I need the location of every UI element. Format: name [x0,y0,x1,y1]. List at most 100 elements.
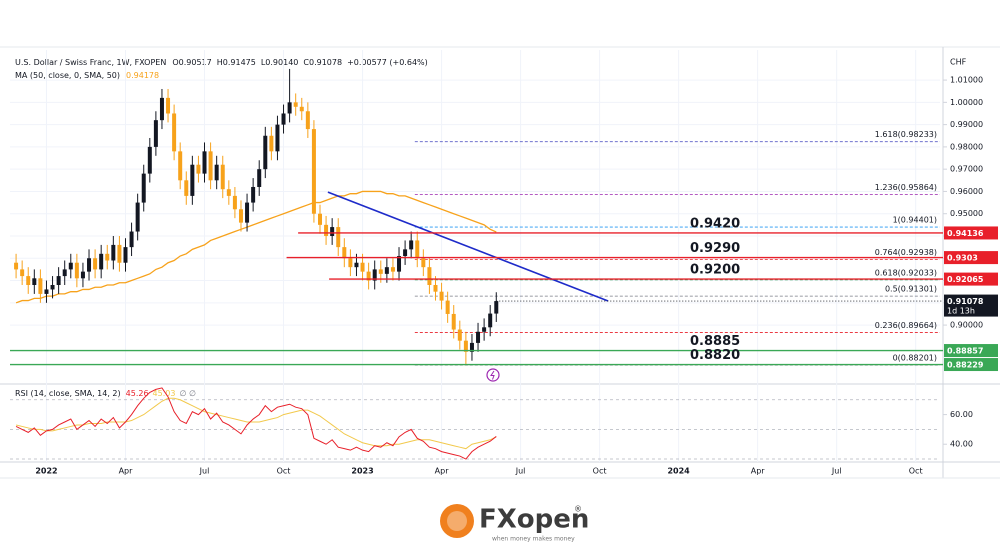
level-tag-label: 0.94136 [947,229,984,238]
candle-body [14,262,19,270]
rsi-ma-line [15,397,497,450]
ma-legend: MA (50, close, 0, SMA, 50) 0.94178 [15,71,159,80]
fib-label: 1.236(0.95864) [875,183,937,192]
candle-body [32,278,37,285]
ohlc-close: C0.91078 [303,58,342,67]
grid [10,50,940,462]
candle-body [50,284,55,290]
candle-body [390,267,395,272]
ma-line [15,190,497,304]
level-tag-label: 0.92065 [947,275,984,284]
trendline [327,191,609,302]
candle-body [111,244,116,261]
y-tick-label: 0.99000 [950,120,983,129]
y-tick-label: 1.01000 [950,76,983,85]
candle-body [245,202,250,223]
candle-body [336,227,341,248]
candle-body [80,271,85,279]
candle-body [232,195,237,210]
candle-body [427,267,432,285]
level-tag-label: 0.9303 [947,254,978,263]
ohlc-low: L0.90140 [261,58,299,67]
x-tick-label: 2023 [351,467,373,476]
candle-body [257,169,262,187]
logo-brand: FXopen [479,505,589,535]
level-tag [944,226,998,240]
symbol-title: U.S. Dollar / Swiss Franc, 1W, FXOPEN [15,58,166,67]
candle-body [74,262,79,279]
logo-mark: ® [574,505,582,514]
rsi-y-tick-label: 40.00 [950,440,973,449]
candle-body [56,276,61,285]
candle-body [372,269,377,281]
candle-body [251,186,256,203]
candle-body [190,164,195,196]
current-price-tag [944,294,998,317]
y-tick-label: 0.96000 [950,187,983,196]
candle-body [135,202,140,232]
level-label: 0.9290 [690,241,740,256]
x-tick-label: Oct [593,467,607,476]
candle-body [153,120,158,147]
ma-title: MA (50, close, 0, SMA, 50) [15,71,120,80]
x-tick-label: 2024 [667,467,690,476]
candle-body [488,313,493,328]
level-label: 0.9420 [690,216,740,231]
candle-body [220,164,225,190]
ma-value: 0.94178 [126,71,159,80]
symbol-legend: U.S. Dollar / Swiss Franc, 1W, FXOPEN O0.… [15,58,428,67]
event-icon[interactable] [486,368,500,382]
candle-body [318,213,322,225]
candle-body [421,258,426,268]
candle-body [384,267,389,274]
ohlc-change: +0.00577 (+0.64%) [347,58,428,67]
candle-body [129,231,134,248]
candle-body [281,113,286,125]
rsi-ma-value: 45.03 [153,389,176,398]
candle-body [93,258,98,270]
candle-body [457,329,462,341]
candle-body [238,209,243,223]
x-tick-label: 2022 [35,467,57,476]
candle-body [445,300,450,314]
x-tick-label: Oct [277,467,291,476]
candle-body [378,269,383,274]
y-tick-label: 0.90000 [950,321,983,330]
candle-body [214,164,219,181]
candle-body [348,258,353,268]
y-tick-label: 0.98000 [950,142,983,151]
level-tag-label: 0.88229 [947,361,984,370]
currency-unit: CHF [950,58,967,67]
candle-body [105,253,110,261]
candle-body [87,258,92,272]
candle-body [38,278,43,294]
candle-body [299,106,304,112]
level-tag [944,344,998,358]
level-label: 0.8885 [690,334,740,349]
candle-body [178,151,183,181]
rsi-legend: RSI (14, close, SMA, 14, 2) 45.26 45.03 ∅ ∅ [15,389,196,398]
event-icon-bolt [490,370,495,380]
candle-body [172,113,177,152]
candle-body [482,327,487,332]
candle-body [62,269,67,277]
x-tick-label: Jul [831,467,842,476]
candle-body [20,269,25,277]
candle-body [360,262,365,272]
candle-body [226,189,231,196]
candle-body [469,342,474,352]
rsi-na: ∅ ∅ [179,389,196,398]
candle-body [305,111,310,130]
fib-label: 0.5(0.91301) [885,285,937,294]
y-tick-label: 0.97000 [950,165,983,174]
candle-body [287,102,292,114]
candle-body [196,164,201,174]
candle-body [463,340,468,352]
candle-body [354,262,359,268]
level-label: 0.8820 [690,348,740,363]
candle-body [275,124,280,152]
candle-body [324,224,329,236]
current-price-label: 0.91078 [947,297,984,306]
ohlc-high: H0.91475 [217,58,256,67]
